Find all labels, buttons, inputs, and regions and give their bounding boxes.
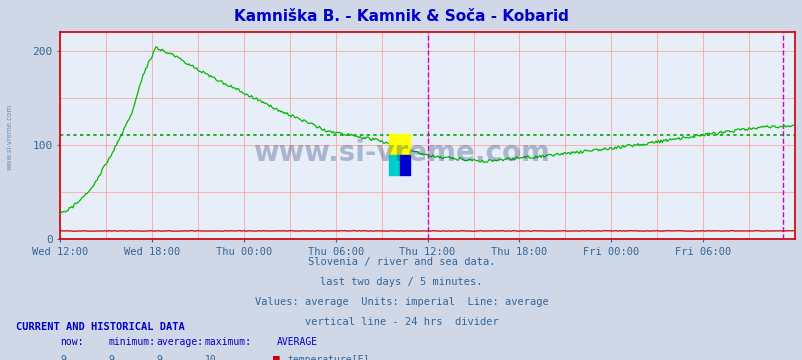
Text: last two days / 5 minutes.: last two days / 5 minutes. — [320, 277, 482, 287]
Text: www.si-vreme.com: www.si-vreme.com — [6, 104, 13, 170]
Text: minimum:: minimum: — [108, 337, 156, 347]
Text: maximum:: maximum: — [205, 337, 252, 347]
Text: temperature[F]: temperature[F] — [287, 355, 369, 360]
Text: Kamniška B. - Kamnik & Soča - Kobarid: Kamniška B. - Kamnik & Soča - Kobarid — [233, 9, 569, 24]
Text: 9: 9 — [108, 355, 114, 360]
Text: Values: average  Units: imperial  Line: average: Values: average Units: imperial Line: av… — [254, 297, 548, 307]
Text: 9: 9 — [60, 355, 66, 360]
Bar — [389, 134, 409, 155]
Text: vertical line - 24 hrs  divider: vertical line - 24 hrs divider — [304, 317, 498, 327]
Bar — [389, 155, 399, 175]
Text: average:: average: — [156, 337, 204, 347]
Text: 9: 9 — [156, 355, 162, 360]
Text: ■: ■ — [273, 354, 279, 360]
Bar — [399, 155, 409, 175]
Text: www.si-vreme.com: www.si-vreme.com — [253, 139, 549, 167]
Text: 10: 10 — [205, 355, 217, 360]
Text: AVERAGE: AVERAGE — [277, 337, 318, 347]
Text: CURRENT AND HISTORICAL DATA: CURRENT AND HISTORICAL DATA — [16, 322, 184, 332]
Text: Slovenia / river and sea data.: Slovenia / river and sea data. — [307, 257, 495, 267]
Text: now:: now: — [60, 337, 83, 347]
